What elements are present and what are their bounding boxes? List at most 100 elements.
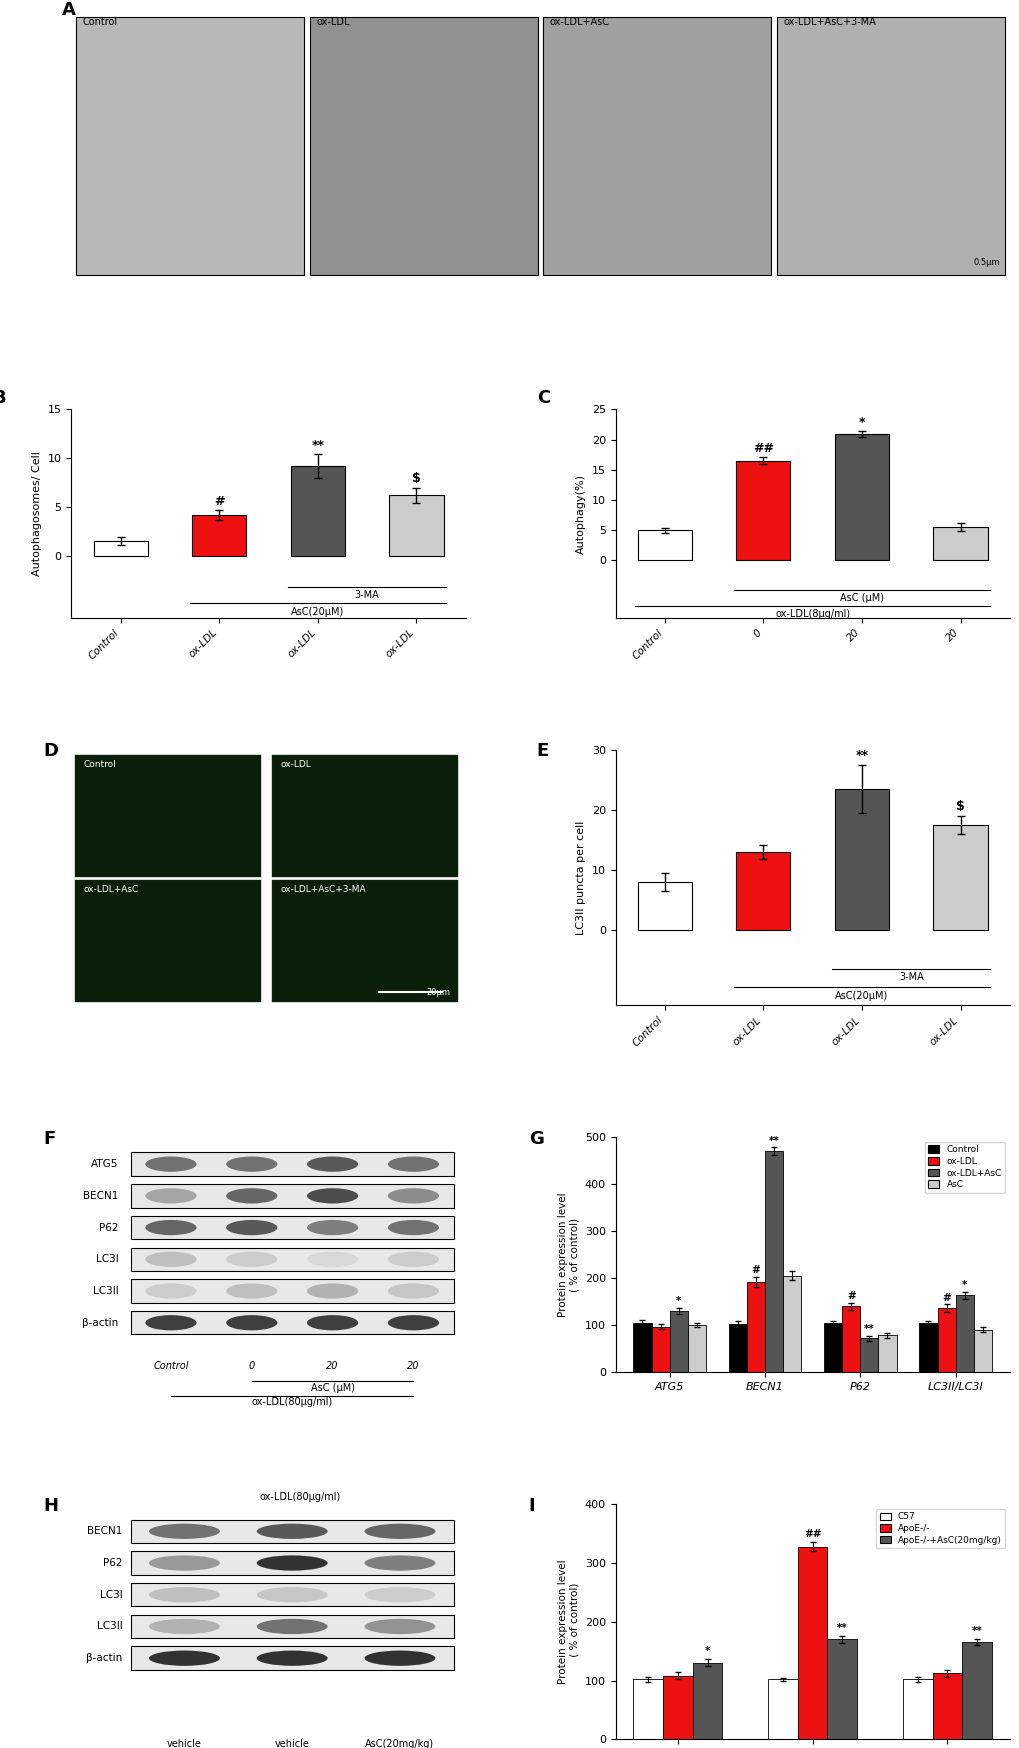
Text: 20μm: 20μm bbox=[426, 988, 449, 998]
Bar bbox=[728, 1323, 746, 1372]
Bar bbox=[767, 1680, 797, 1739]
Ellipse shape bbox=[149, 1556, 220, 1571]
Bar bbox=[687, 1325, 705, 1372]
Bar bbox=[633, 1323, 651, 1372]
Ellipse shape bbox=[145, 1252, 197, 1267]
Bar bbox=[633, 1680, 662, 1739]
Text: $: $ bbox=[412, 472, 421, 486]
Text: AsC(20μM): AsC(20μM) bbox=[835, 991, 888, 1002]
Text: AsC(20mg/kg): AsC(20mg/kg) bbox=[365, 1739, 434, 1748]
Text: B: B bbox=[0, 388, 6, 407]
Text: ox-LDL: ox-LDL bbox=[280, 760, 311, 769]
Text: AsC(20μM): AsC(20μM) bbox=[290, 607, 344, 617]
Text: ox-LDL+AsC+3-MA: ox-LDL+AsC+3-MA bbox=[783, 17, 875, 26]
Text: P62: P62 bbox=[103, 1557, 122, 1568]
Bar bbox=[746, 1281, 764, 1372]
Text: ATG5: ATG5 bbox=[92, 1159, 118, 1169]
Bar bbox=[936, 1308, 955, 1372]
Text: A: A bbox=[62, 0, 75, 19]
Legend: Control, ox-LDL, ox-LDL+AsC, AsC: Control, ox-LDL, ox-LDL+AsC, AsC bbox=[924, 1141, 1005, 1192]
Text: 20: 20 bbox=[407, 1362, 419, 1370]
Text: vehicle: vehicle bbox=[274, 1739, 310, 1748]
Ellipse shape bbox=[364, 1587, 435, 1603]
Ellipse shape bbox=[226, 1189, 277, 1203]
Bar bbox=[823, 1323, 842, 1372]
Text: $: $ bbox=[955, 801, 964, 813]
Bar bbox=[842, 1306, 859, 1372]
Bar bbox=[955, 1295, 973, 1372]
Text: ox-LDL+AsC: ox-LDL+AsC bbox=[84, 884, 139, 893]
Bar bbox=[543, 17, 770, 274]
Ellipse shape bbox=[364, 1619, 435, 1634]
Ellipse shape bbox=[226, 1283, 277, 1299]
Text: *: * bbox=[704, 1647, 709, 1657]
Bar bbox=[389, 495, 443, 556]
Bar bbox=[651, 1327, 669, 1372]
Text: LC3I: LC3I bbox=[96, 1255, 118, 1264]
Y-axis label: LC3II puncta per cell: LC3II puncta per cell bbox=[576, 820, 586, 935]
Text: H: H bbox=[44, 1498, 59, 1516]
Ellipse shape bbox=[226, 1252, 277, 1267]
Text: **: ** bbox=[768, 1136, 779, 1145]
Ellipse shape bbox=[226, 1157, 277, 1171]
Text: 20: 20 bbox=[326, 1362, 338, 1370]
Bar bbox=[826, 1640, 856, 1739]
Text: ox-LDL: ox-LDL bbox=[316, 17, 350, 26]
Text: *: * bbox=[961, 1280, 966, 1290]
Text: **: ** bbox=[863, 1323, 874, 1334]
Bar bbox=[834, 434, 889, 561]
Text: #: # bbox=[942, 1292, 950, 1302]
Ellipse shape bbox=[387, 1252, 438, 1267]
Ellipse shape bbox=[364, 1556, 435, 1571]
Bar bbox=[736, 461, 790, 561]
Text: Control: Control bbox=[83, 17, 117, 26]
Ellipse shape bbox=[149, 1650, 220, 1666]
Text: vehicle: vehicle bbox=[167, 1739, 202, 1748]
Text: LC3II: LC3II bbox=[93, 1287, 118, 1295]
Bar bbox=[973, 1330, 990, 1372]
Ellipse shape bbox=[307, 1220, 358, 1236]
Text: ox-LDL+AsC+3-MA: ox-LDL+AsC+3-MA bbox=[280, 884, 366, 893]
Ellipse shape bbox=[387, 1220, 438, 1236]
Bar bbox=[776, 17, 1004, 274]
Text: 3-MA: 3-MA bbox=[355, 591, 379, 600]
Text: 0.5μm: 0.5μm bbox=[973, 257, 1000, 266]
Text: F: F bbox=[44, 1129, 56, 1148]
Bar bbox=[783, 1276, 801, 1372]
Text: ox-LDL(80μg/ml): ox-LDL(80μg/ml) bbox=[259, 1493, 340, 1502]
Ellipse shape bbox=[257, 1524, 327, 1538]
Bar bbox=[310, 17, 537, 274]
Bar bbox=[637, 881, 691, 930]
Text: **: ** bbox=[311, 439, 324, 453]
Text: *: * bbox=[676, 1297, 681, 1306]
Ellipse shape bbox=[149, 1524, 220, 1538]
Ellipse shape bbox=[387, 1189, 438, 1203]
Ellipse shape bbox=[387, 1157, 438, 1171]
Ellipse shape bbox=[145, 1314, 197, 1330]
Ellipse shape bbox=[226, 1220, 277, 1236]
Text: E: E bbox=[536, 743, 548, 760]
Bar bbox=[918, 1323, 936, 1372]
Bar bbox=[662, 1676, 692, 1739]
Ellipse shape bbox=[226, 1314, 277, 1330]
Bar bbox=[76, 17, 304, 274]
Bar bbox=[736, 851, 790, 930]
Ellipse shape bbox=[257, 1556, 327, 1571]
Text: #: # bbox=[214, 495, 224, 507]
Y-axis label: Protein expression level
 ( % of control): Protein expression level ( % of control) bbox=[557, 1559, 579, 1683]
Bar bbox=[94, 542, 148, 556]
Ellipse shape bbox=[145, 1189, 197, 1203]
Y-axis label: Autophagy(%): Autophagy(%) bbox=[576, 474, 586, 554]
Bar bbox=[931, 1673, 961, 1739]
Text: Control: Control bbox=[153, 1362, 189, 1370]
Bar bbox=[764, 1152, 783, 1372]
Ellipse shape bbox=[257, 1619, 327, 1634]
Text: ox-LDL(80μg/ml): ox-LDL(80μg/ml) bbox=[252, 1397, 332, 1407]
Text: G: G bbox=[528, 1129, 543, 1148]
Text: **: ** bbox=[837, 1622, 847, 1633]
Text: LC3I: LC3I bbox=[100, 1589, 122, 1599]
Ellipse shape bbox=[307, 1189, 358, 1203]
Ellipse shape bbox=[364, 1524, 435, 1538]
Text: BECN1: BECN1 bbox=[84, 1190, 118, 1201]
Legend: C57, ApoE-/-, ApoE-/-+AsC(20mg/kg): C57, ApoE-/-, ApoE-/-+AsC(20mg/kg) bbox=[875, 1509, 1005, 1549]
